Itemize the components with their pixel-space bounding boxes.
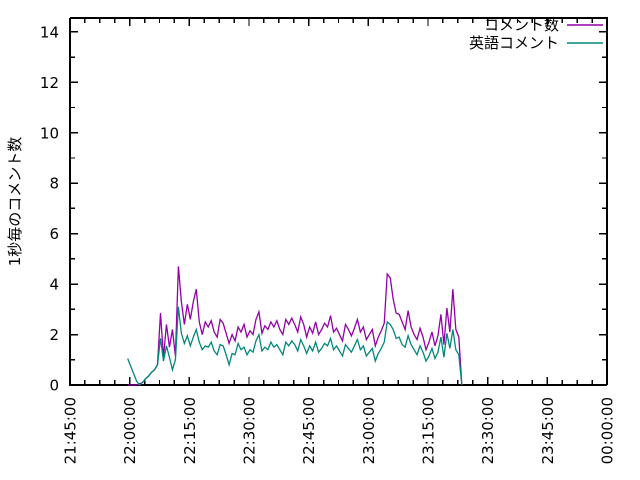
y-tick-label: 8 bbox=[49, 175, 59, 193]
series-group bbox=[127, 266, 463, 386]
data-series-line-2 bbox=[127, 306, 463, 386]
y-tick-label: 14 bbox=[40, 23, 59, 41]
plot-frame bbox=[69, 17, 608, 386]
x-tick-label: 22:15:00 bbox=[181, 397, 199, 464]
x-tick-label: 23:30:00 bbox=[479, 397, 497, 464]
x-tick-label: 00:00:00 bbox=[599, 397, 617, 464]
legend-label-1: コメント数 bbox=[484, 16, 559, 34]
y-tick-label: 4 bbox=[49, 276, 59, 294]
y-axis-title: 1秒毎のコメント数 bbox=[6, 137, 24, 267]
y-tick-label: 10 bbox=[40, 124, 59, 142]
y-tick-label: 2 bbox=[49, 326, 59, 344]
x-tick-label: 22:30:00 bbox=[241, 397, 259, 464]
axis-left-bottom bbox=[69, 18, 607, 386]
y-tick-label: 12 bbox=[40, 74, 59, 92]
x-tick-label: 23:00:00 bbox=[360, 397, 378, 464]
data-series-line-1 bbox=[127, 266, 463, 386]
y-tick-label: 6 bbox=[49, 225, 59, 243]
y-axis-tick-group: 0 2 4 6 8 10 12 14 bbox=[40, 23, 607, 395]
x-axis-tick-group: 21:45:00 22:00:00 22:15:00 22:30:00 22:45:00… bbox=[62, 18, 617, 464]
x-tick-label: 21:45:00 bbox=[62, 397, 80, 464]
x-tick-label: 22:45:00 bbox=[300, 397, 318, 464]
x-tick-label: 23:15:00 bbox=[420, 397, 438, 464]
y-tick-label: 0 bbox=[49, 377, 59, 395]
x-tick-label: 22:00:00 bbox=[121, 397, 139, 464]
legend-label-2: 英語コメント bbox=[469, 34, 559, 52]
y-axis-title-text: 1秒毎のコメント数 bbox=[6, 137, 24, 267]
x-tick-label: 23:45:00 bbox=[539, 397, 557, 464]
axis-top-right bbox=[70, 17, 608, 385]
